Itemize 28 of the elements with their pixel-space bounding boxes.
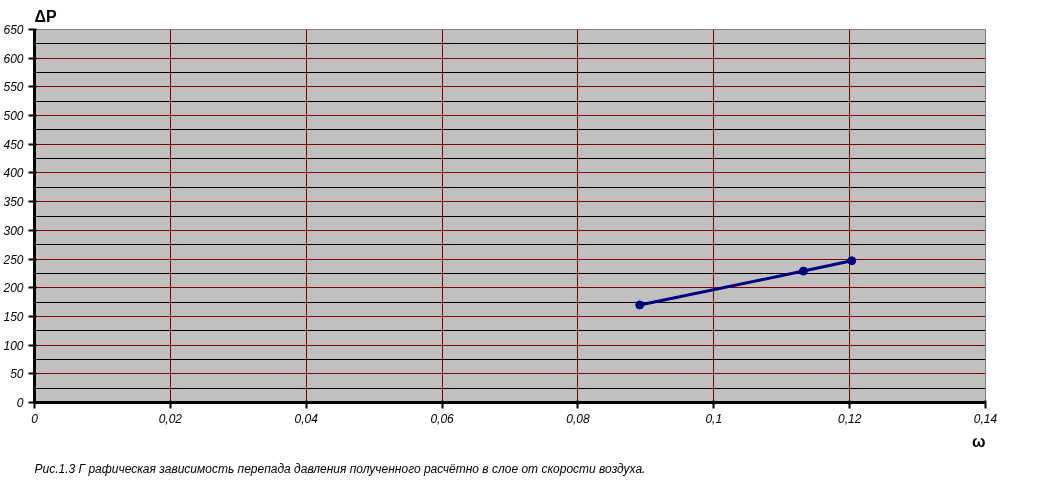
y-tick-label: 650	[3, 23, 24, 37]
point	[635, 300, 645, 310]
x-tick-label: 0,02	[158, 411, 183, 426]
y-tick-label: 500	[3, 109, 24, 124]
point	[798, 266, 808, 276]
x-tick-label: 0	[31, 411, 39, 426]
x-tick-label: 0,08	[566, 411, 590, 426]
y-tick-label: 350	[3, 195, 24, 210]
text: Рис.1.3 Г рафическая зависимость перепада давления полученного расчётно в слое от скорости воздуха.	[34, 461, 646, 476]
y-axis-title: ΔP	[34, 7, 57, 25]
y-tick-label: 150	[3, 309, 24, 324]
x-tick-label: 0,04	[294, 411, 319, 426]
y-tick-label: 250	[2, 252, 24, 267]
x-tick-label: 0,06	[430, 411, 455, 426]
x-tick-label: 0,1	[705, 411, 723, 426]
point	[847, 256, 857, 266]
x-tick-label: 0,14	[973, 411, 998, 426]
y-tick-label: 450	[3, 137, 24, 152]
y-tick-label: 0	[16, 396, 24, 410]
x-axis-title: ω	[971, 432, 986, 450]
y-tick-label: 200	[2, 281, 24, 296]
y-tick-label: 100	[3, 338, 24, 353]
y-tick-label: 400	[3, 166, 24, 181]
x-tick-label: 0,12	[837, 411, 862, 426]
y-tick-label: 600	[3, 51, 24, 66]
y-tick-label: 300	[3, 223, 24, 238]
y-tick-label: 50	[10, 367, 24, 382]
y-tick-label: 550	[3, 80, 24, 95]
